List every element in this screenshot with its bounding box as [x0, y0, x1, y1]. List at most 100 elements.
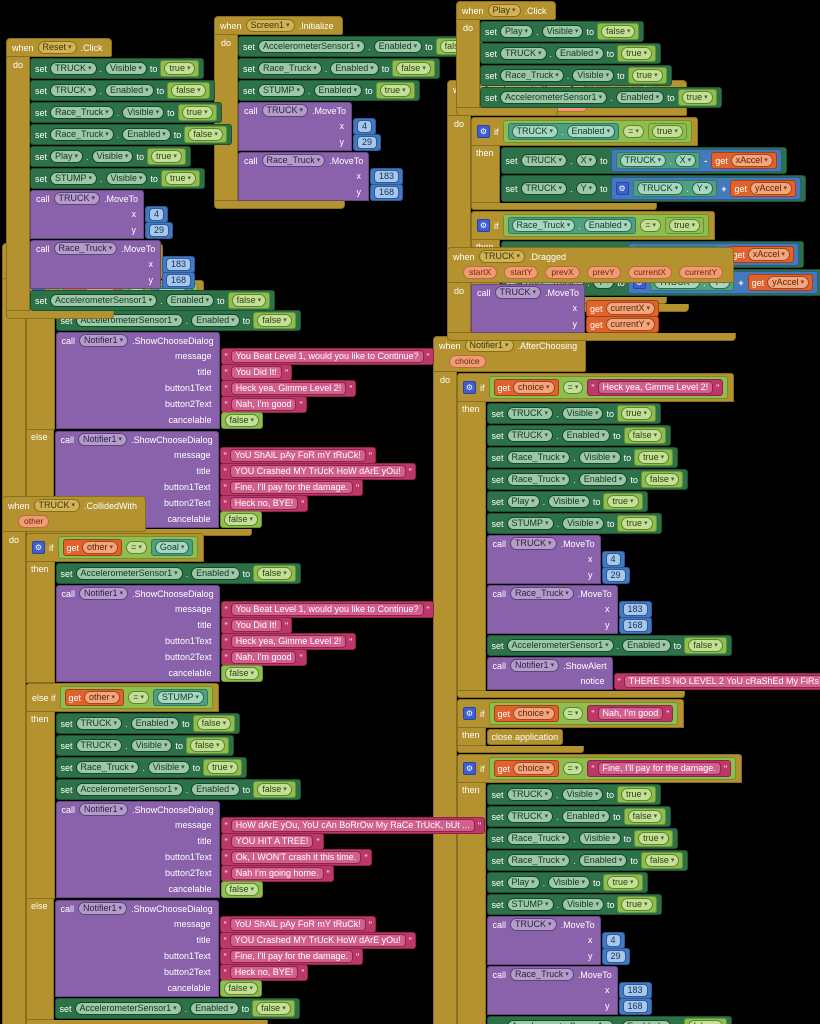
component-dropdown[interactable]: TRUCK▾ — [50, 84, 97, 97]
logic-value-dropdown[interactable]: true ▾ — [638, 451, 670, 464]
string-value[interactable]: YoU ShAlL pAy FoR mY tRuCk! — [229, 918, 366, 931]
property-dropdown[interactable]: Enabled▾ — [566, 125, 616, 138]
logic-value-dropdown[interactable]: false▾ — [644, 854, 680, 867]
string-value[interactable]: You Beat Level 1, would you like to Cont… — [230, 350, 424, 363]
property-dropdown[interactable]: Enabled▾ — [105, 84, 154, 97]
logic-value-dropdown[interactable]: false▾ — [688, 1020, 723, 1024]
get-variable-block[interactable]: get choice ▾ — [493, 705, 559, 722]
string-value[interactable]: YoU ShAlL pAy FoR mY tRuCk! — [229, 449, 366, 462]
string-value[interactable]: Heck yea, Gimme Level 2! — [230, 382, 347, 395]
text-string-block[interactable]: " Heck no, BYE! " — [219, 964, 309, 981]
text-string-block[interactable]: " YoU ShAlL pAy FoR mY tRuCk! " — [219, 447, 376, 464]
number-value[interactable]: 4 — [149, 208, 165, 221]
component-dropdown[interactable]: Race_Truck▾ — [506, 854, 571, 867]
component-dropdown[interactable]: Race_Truck▾ — [258, 62, 322, 75]
logic-true-block[interactable]: true ▾ — [634, 449, 674, 466]
set-property-block[interactable]: set Race_Truck ▾. Visible ▾ to true ▾ — [486, 828, 679, 849]
text-string-block[interactable]: " Nah, I'm good " — [220, 396, 307, 413]
equals-compare-block[interactable]: get choice ▾ = ▾ " Heck yea, Gimme Level 2! " — [488, 376, 729, 399]
text-string-block[interactable]: " Heck no, BYE! " — [219, 495, 309, 512]
component-dropdown[interactable]: STUMP ▾ — [50, 172, 98, 185]
property-dropdown[interactable]: Enabled▾ — [373, 40, 423, 53]
logic-value-dropdown[interactable]: false▾ — [257, 783, 292, 796]
property-dropdown[interactable]: Enabled▾ — [130, 717, 180, 730]
set-property-block[interactable]: set Race_Truck ▾. Visible ▾ to true ▾ — [486, 447, 679, 468]
call-method-block[interactable]: call Race_Truck ▾ .MoveTo x 183 y 168 — [486, 585, 652, 634]
logic-value-dropdown[interactable]: false▾ — [223, 513, 259, 526]
property-dropdown[interactable]: Visible ▾ — [122, 106, 165, 119]
logic-value-dropdown[interactable]: true ▾ — [631, 69, 663, 82]
variable-dropdown[interactable]: choice ▾ — [513, 381, 555, 394]
get-variable-block[interactable]: get choice ▾ — [493, 379, 559, 396]
number-block[interactable]: 29 — [353, 134, 382, 151]
property-dropdown[interactable]: Enabled▾ — [561, 810, 611, 823]
comparison-operator-dropdown[interactable]: =▾ — [640, 219, 662, 232]
logic-false-block[interactable]: false▾ — [640, 471, 684, 488]
logic-false-block[interactable]: false▾ — [185, 737, 229, 754]
logic-value-dropdown[interactable]: true ▾ — [207, 761, 239, 774]
logic-value-dropdown[interactable]: true ▾ — [669, 219, 701, 232]
logic-value-dropdown[interactable]: true ▾ — [607, 876, 639, 889]
number-block[interactable]: 183 — [162, 256, 196, 273]
property-dropdown[interactable]: Enabled▾ — [561, 429, 611, 442]
property-dropdown[interactable]: Enabled▾ — [165, 294, 215, 307]
logic-value-dropdown[interactable]: true ▾ — [651, 125, 683, 138]
component-dropdown[interactable]: TRUCK▾ — [75, 739, 123, 752]
set-property-block[interactable]: setAccelerometerSensor1▾.Enabled▾tofalse… — [486, 1016, 732, 1024]
equals-compare-block[interactable]: Race_Truck ▾. Enabled ▾ = ▾ true ▾ — [502, 214, 710, 237]
logic-true-block[interactable]: true ▾ — [617, 515, 657, 532]
logic-false-block[interactable]: false▾ — [220, 881, 264, 898]
logic-true-block[interactable]: true ▾ — [616, 405, 656, 422]
component-getter-block[interactable]: TRUCK▾.X▾ — [615, 152, 701, 169]
property-dropdown[interactable]: Enabled▾ — [330, 62, 379, 75]
component-dropdown[interactable]: Notifier1 ▾ — [78, 902, 128, 915]
property-dropdown[interactable]: Enabled▾ — [622, 639, 671, 652]
logic-value-dropdown[interactable]: false▾ — [231, 294, 267, 307]
mutator-gear-icon[interactable]: ⚙ — [463, 381, 476, 394]
get-variable-block[interactable]: get xAccel ▾ — [728, 246, 794, 263]
component-dropdown[interactable]: Race_Truck▾ — [50, 128, 114, 141]
comparison-operator-dropdown[interactable]: =▾ — [128, 691, 149, 704]
string-value[interactable]: YOU Crashed MY TrUcK HoW dArE yOu! — [229, 934, 406, 947]
number-block[interactable]: 4 — [601, 551, 625, 568]
property-dropdown[interactable]: Visible ▾ — [548, 876, 590, 889]
property-dropdown[interactable]: Visible ▾ — [105, 62, 147, 75]
equals-compare-block[interactable]: get other ▾ = ▾ STUMP ▾ — [59, 686, 213, 709]
logic-value-dropdown[interactable]: true ▾ — [164, 172, 196, 185]
set-property-block[interactable]: set STUMP ▾. Visible ▾ to true ▾ — [30, 168, 205, 189]
number-value[interactable]: 29 — [357, 136, 378, 149]
logic-value-dropdown[interactable]: true ▾ — [164, 62, 196, 75]
property-dropdown[interactable]: Enabled▾ — [313, 84, 363, 97]
set-property-block[interactable]: set Race_Truck ▾. Enabled ▾ to false ▾ — [238, 58, 440, 79]
text-string-block[interactable]: " Fine, I'll pay for the damage. " — [219, 479, 364, 496]
text-string-block[interactable]: " Nah, I'm good " — [220, 649, 307, 666]
logic-value-dropdown[interactable]: true ▾ — [620, 788, 652, 801]
property-dropdown[interactable]: Visible ▾ — [105, 172, 148, 185]
logic-false-block[interactable]: false▾ — [220, 665, 264, 682]
property-dropdown[interactable]: Visible ▾ — [562, 517, 604, 530]
component-getter-block[interactable]: TRUCK ▾. Enabled ▾ — [507, 123, 620, 140]
number-value[interactable]: 29 — [149, 224, 170, 237]
text-string-block[interactable]: " You Beat Level 1, would you like to Con… — [220, 348, 434, 365]
set-property-block[interactable]: set Race_Truck ▾. Enabled ▾ to false ▾ — [486, 469, 689, 490]
text-string-block[interactable]: " YOU Crashed MY TrUcK HoW dArE yOu! " — [219, 932, 416, 949]
variable-dropdown[interactable]: other▾ — [82, 541, 119, 554]
logic-value-dropdown[interactable]: false▾ — [224, 667, 260, 680]
component-dropdown[interactable]: Play ▾ — [506, 495, 540, 508]
logic-false-block[interactable]: false▾ — [684, 637, 727, 654]
close-application-block[interactable]: close application — [486, 729, 564, 745]
logic-value-dropdown[interactable]: true ▾ — [150, 150, 182, 163]
get-variable-block[interactable]: get currentX ▾ — [586, 300, 660, 317]
set-property-block[interactable]: set TRUCK ▾. Enabled ▾ to false ▾ — [486, 425, 672, 446]
component-dropdown[interactable]: TRUCK▾ — [510, 918, 557, 931]
event-block-truck-dragged[interactable]: when TRUCK ▾ .Dragged startX startY prevX prevY… — [447, 247, 736, 341]
logic-true-block[interactable]: true ▾ — [677, 89, 717, 106]
event-block-play-click[interactable]: when Play ▾ .Click do set Play ▾. Visible ▾ to fals… — [456, 1, 722, 116]
logic-false-block[interactable]: false▾ — [220, 412, 264, 429]
logic-false-block[interactable]: false▾ — [640, 852, 684, 869]
component-dropdown[interactable]: STUMP ▾ — [156, 691, 204, 704]
logic-true-block[interactable]: true ▾ — [665, 217, 705, 234]
set-property-block[interactable]: set Race_Truck ▾. Visible ▾ to true ▾ — [480, 65, 672, 86]
